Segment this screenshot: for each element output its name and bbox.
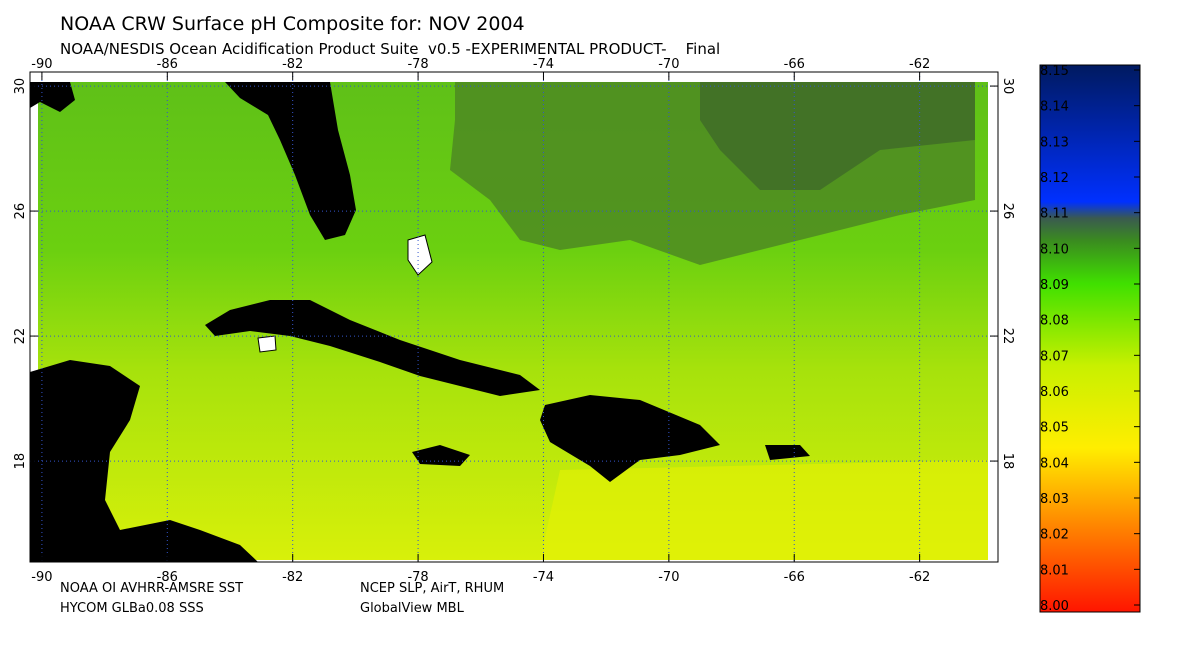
colorbar-label: 8.02 [1040, 528, 1069, 543]
colorbar-label: 8.03 [1040, 492, 1069, 507]
x-tick-label: -78 [407, 57, 428, 72]
map [29, 71, 999, 563]
y-tick-label: 30 [1000, 78, 1015, 95]
colorbar-label: 8.00 [1040, 599, 1069, 614]
y-tick-label: 26 [1000, 203, 1015, 220]
x-tick-label: -66 [784, 57, 805, 72]
colorbar-label: 8.14 [1040, 100, 1069, 115]
x-tick-label: -70 [658, 57, 679, 72]
x-tick-label: -74 [533, 570, 554, 585]
x-tick-label: -82 [282, 57, 303, 72]
x-tick-label: -90 [31, 570, 52, 585]
x-tick-label: -86 [157, 570, 178, 585]
island [257, 335, 277, 353]
y-tick-label: 18 [13, 453, 28, 470]
land [205, 300, 540, 396]
y-tick-label: 22 [13, 328, 28, 345]
colorbar-label: 8.13 [1040, 135, 1069, 150]
x-tick-label: -62 [909, 57, 930, 72]
title: NOAA CRW Surface pH Composite for: NOV 2… [60, 13, 525, 35]
source: NCEP SLP, AirT, RHUM [360, 581, 504, 596]
map-border [29, 71, 999, 563]
ocean-yellow [540, 460, 988, 560]
x-tick-label: -66 [784, 570, 805, 585]
colorbar-label: 8.04 [1040, 456, 1069, 471]
y-tick-label: 22 [1000, 328, 1015, 345]
colorbar-label: 8.05 [1040, 421, 1069, 436]
colorbar [1039, 64, 1141, 613]
colorbar-label: 8.10 [1040, 242, 1069, 257]
y-tick-label: 18 [1000, 453, 1015, 470]
x-tick-label: -86 [157, 57, 178, 72]
colorbar-label: 8.01 [1040, 563, 1069, 578]
x-tick-label: -78 [407, 570, 428, 585]
colorbar-label: 8.06 [1040, 385, 1069, 400]
ticks [30, 72, 998, 562]
source: NOAA OI AVHRR-AMSRE SST [60, 581, 243, 596]
x-tick-label: -90 [31, 57, 52, 72]
x-tick-label: -74 [533, 57, 554, 72]
colorbar-label: 8.07 [1040, 349, 1069, 364]
land [765, 445, 810, 460]
colorbar-label: 8.08 [1040, 314, 1069, 329]
y-tick-label: 26 [13, 203, 28, 220]
colorbar-label: 8.11 [1040, 207, 1069, 222]
colorbar-label: 8.15 [1040, 64, 1069, 79]
x-tick-label: -62 [909, 570, 930, 585]
y-tick-label: 30 [13, 78, 28, 95]
ocean-darker [700, 82, 975, 190]
source: GlobalView MBL [360, 601, 465, 616]
land [30, 82, 75, 112]
colorbar-label: 8.12 [1040, 171, 1069, 186]
subtitle: NOAA/NESDIS Ocean Acidification Product … [60, 40, 720, 58]
land [225, 82, 356, 240]
x-tick-label: -82 [282, 570, 303, 585]
source: HYCOM GLBa0.08 SSS [60, 601, 204, 616]
island [407, 234, 433, 276]
colorbar-label: 8.09 [1040, 278, 1069, 293]
land [30, 360, 258, 562]
land [540, 395, 720, 482]
x-tick-label: -70 [658, 570, 679, 585]
